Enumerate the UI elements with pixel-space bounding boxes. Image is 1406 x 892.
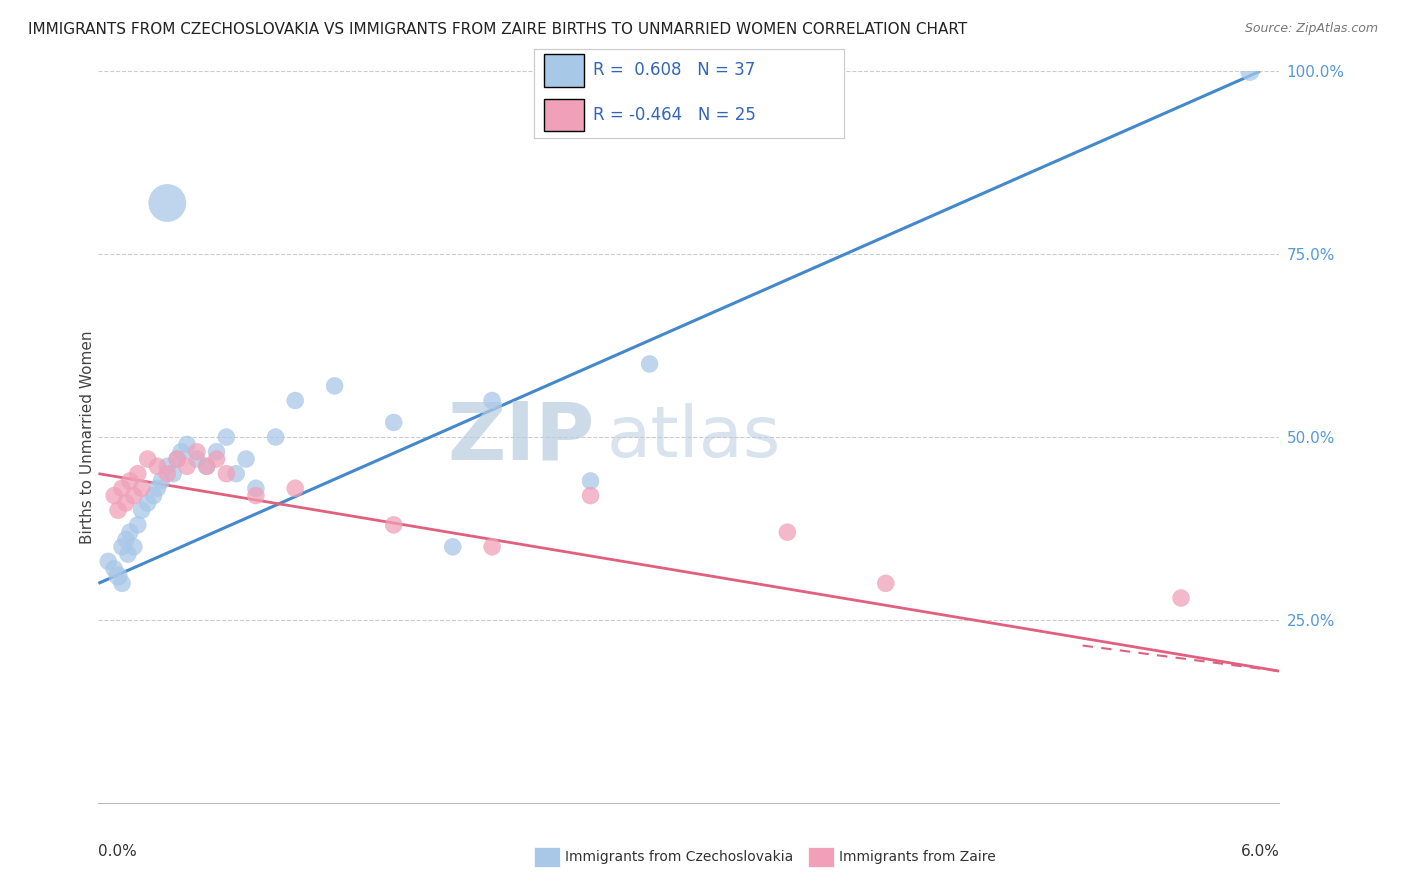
- Text: Immigrants from Zaire: Immigrants from Zaire: [839, 850, 995, 864]
- Point: [115, 496, 138, 510]
- Point: [118, 525, 141, 540]
- Point: [166, 452, 188, 467]
- Point: [245, 481, 267, 495]
- Point: [382, 416, 405, 430]
- Text: Source: ZipAtlas.com: Source: ZipAtlas.com: [1244, 22, 1378, 36]
- Point: [127, 517, 149, 532]
- Point: [136, 452, 159, 467]
- FancyBboxPatch shape: [544, 54, 583, 87]
- Point: [186, 444, 208, 458]
- Point: [127, 467, 149, 481]
- Point: [146, 459, 169, 474]
- Point: [205, 452, 228, 467]
- Point: [131, 503, 153, 517]
- Point: [579, 489, 602, 503]
- Point: [776, 525, 799, 540]
- Point: [122, 540, 145, 554]
- Point: [107, 569, 129, 583]
- Point: [264, 430, 287, 444]
- Point: [170, 444, 193, 458]
- Point: [323, 379, 346, 393]
- Point: [481, 393, 503, 408]
- Point: [215, 467, 238, 481]
- Point: [176, 459, 198, 474]
- Text: 0.0%: 0.0%: [98, 845, 138, 859]
- Point: [284, 481, 307, 495]
- Point: [225, 467, 247, 481]
- Text: Immigrants from Czechoslovakia: Immigrants from Czechoslovakia: [565, 850, 793, 864]
- Point: [142, 489, 165, 503]
- Text: R =  0.608   N = 37: R = 0.608 N = 37: [593, 62, 755, 79]
- Text: 6.0%: 6.0%: [1240, 845, 1279, 859]
- Text: IMMIGRANTS FROM CZECHOSLOVAKIA VS IMMIGRANTS FROM ZAIRE BIRTHS TO UNMARRIED WOME: IMMIGRANTS FROM CZECHOSLOVAKIA VS IMMIGR…: [28, 22, 967, 37]
- Point: [103, 489, 125, 503]
- Point: [118, 474, 141, 488]
- Point: [131, 481, 153, 495]
- Point: [579, 474, 602, 488]
- Point: [195, 459, 218, 474]
- Point: [1239, 64, 1261, 78]
- Point: [235, 452, 257, 467]
- Point: [117, 547, 139, 561]
- Y-axis label: Births to Unmarried Women: Births to Unmarried Women: [80, 330, 94, 544]
- Point: [156, 459, 179, 474]
- Point: [156, 467, 179, 481]
- Point: [875, 576, 897, 591]
- Point: [441, 540, 464, 554]
- Point: [136, 496, 159, 510]
- Point: [186, 452, 208, 467]
- Point: [115, 533, 138, 547]
- Point: [481, 540, 503, 554]
- Point: [150, 474, 173, 488]
- Point: [107, 503, 129, 517]
- Point: [638, 357, 661, 371]
- Point: [103, 562, 125, 576]
- Point: [176, 437, 198, 451]
- Point: [382, 517, 405, 532]
- Point: [245, 489, 267, 503]
- Point: [146, 481, 169, 495]
- FancyBboxPatch shape: [544, 99, 583, 131]
- Text: atlas: atlas: [606, 402, 780, 472]
- Point: [111, 576, 134, 591]
- Point: [97, 554, 120, 568]
- Point: [111, 540, 134, 554]
- Point: [205, 444, 228, 458]
- Point: [1170, 591, 1192, 605]
- Point: [284, 393, 307, 408]
- Point: [215, 430, 238, 444]
- Text: ZIP: ZIP: [447, 398, 595, 476]
- Point: [111, 481, 134, 495]
- Point: [162, 467, 184, 481]
- Point: [195, 459, 218, 474]
- Point: [166, 452, 188, 467]
- Point: [122, 489, 145, 503]
- Point: [156, 196, 179, 211]
- Text: R = -0.464   N = 25: R = -0.464 N = 25: [593, 106, 756, 124]
